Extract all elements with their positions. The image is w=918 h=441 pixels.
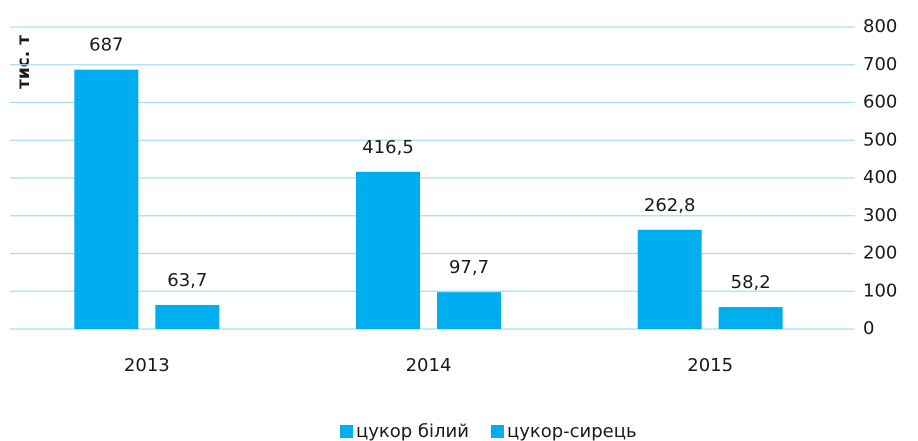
y-axis-label: тис. т (14, 35, 34, 89)
bar (637, 229, 702, 329)
y-tick-label: 600 (863, 92, 897, 113)
bar (718, 307, 783, 329)
y-tick-label: 500 (863, 129, 897, 150)
value-label: 262,8 (644, 195, 696, 216)
value-label: 63,7 (167, 270, 207, 291)
legend-label: цукор білий (356, 421, 469, 441)
legend-swatch (340, 425, 353, 438)
y-tick-label: 400 (863, 167, 897, 188)
value-label: 58,2 (731, 272, 771, 293)
y-tick-label: 300 (863, 205, 897, 226)
y-tick-label: 0 (863, 318, 874, 339)
value-label: 416,5 (362, 137, 414, 158)
x-tick-label: 2013 (124, 355, 170, 376)
value-label: 97,7 (449, 257, 489, 278)
x-tick-label: 2015 (687, 355, 733, 376)
y-tick-label: 800 (863, 16, 897, 37)
legend-label: цукор-сирець (507, 421, 637, 441)
value-label: 687 (89, 35, 123, 56)
y-tick-label: 200 (863, 243, 897, 264)
bar (356, 171, 420, 329)
x-tick-label: 2014 (406, 355, 452, 376)
bar (155, 304, 220, 329)
y-tick-label: 700 (863, 54, 897, 75)
bar (437, 292, 501, 329)
y-tick-label: 100 (863, 280, 897, 301)
legend-swatch (490, 425, 504, 438)
bar (74, 69, 139, 329)
